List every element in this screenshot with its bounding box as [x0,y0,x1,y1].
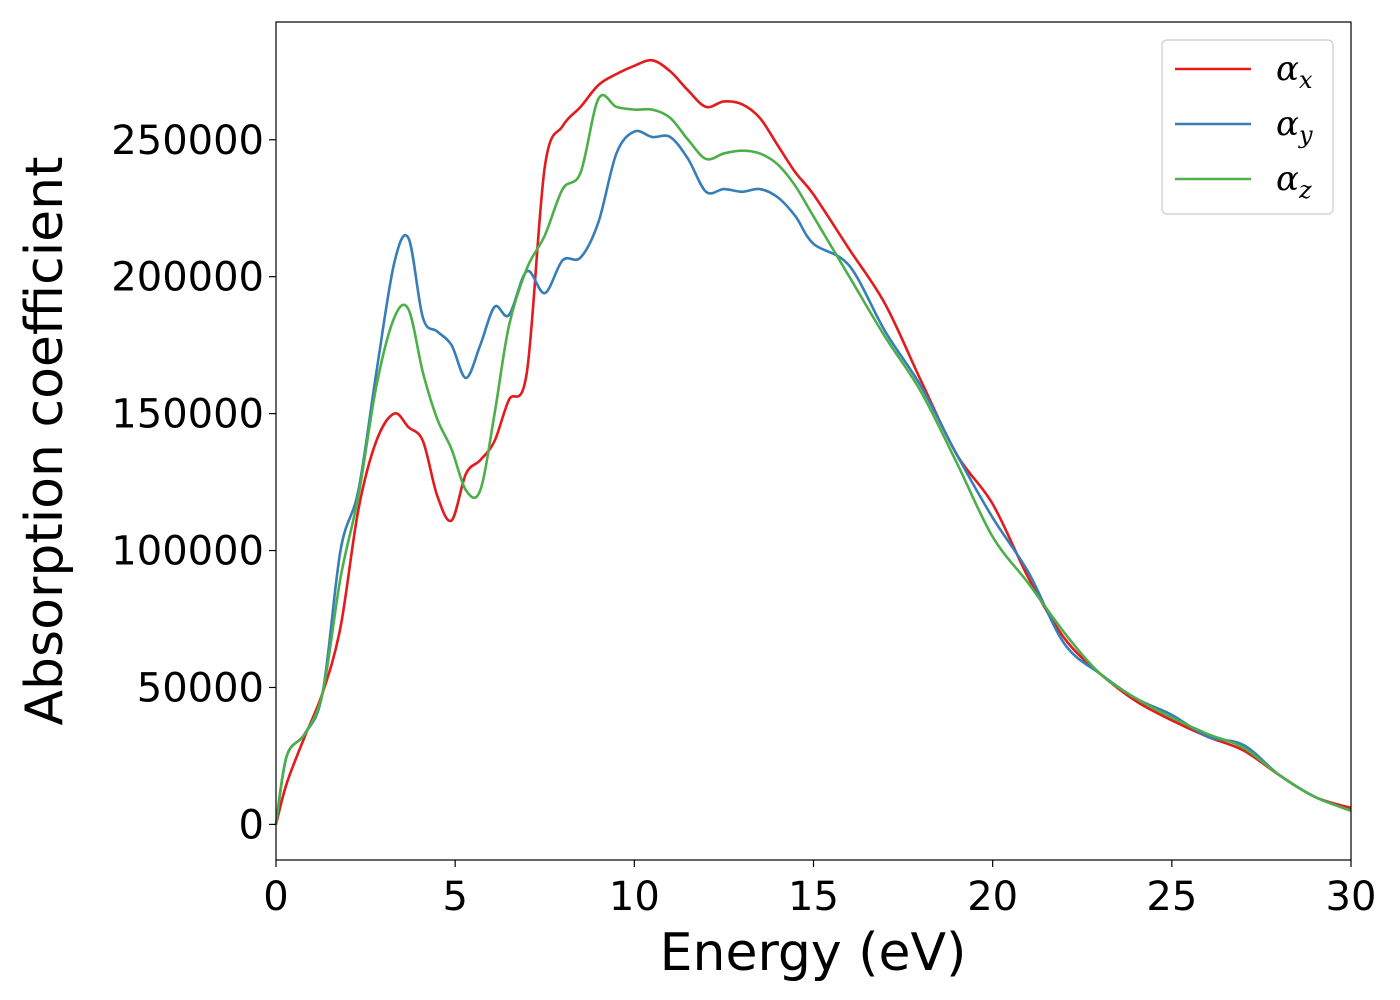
x-tick-label: 0 [263,874,288,920]
x-tick-label: 20 [967,874,1018,920]
legend-label-y: αy [1276,104,1313,149]
y-tick-label: 0 [239,802,264,848]
y-axis-label: Absorption coefficient [15,156,75,725]
legend-label-x: αx [1276,49,1313,94]
x-tick-label: 5 [442,874,467,920]
y-tick-label: 100000 [111,529,264,575]
legend-label-z: αz [1276,159,1312,204]
legend-box [1161,39,1334,215]
series-line-z [274,93,1352,825]
legend: αx αy αz [1161,39,1334,215]
x-axis: 0 5 10 15 20 25 30 [263,860,1376,920]
y-axis: 0 50000 100000 150000 200000 250000 [111,118,276,848]
x-axis-label: Energy (eV) [660,923,967,983]
series-line-x [274,58,1352,825]
series-line-y [274,129,1352,825]
y-tick-label: 250000 [111,118,264,164]
series-layer [274,58,1352,825]
x-tick-label: 30 [1326,874,1377,920]
y-tick-label: 200000 [111,255,264,301]
x-tick-label: 15 [788,874,839,920]
x-tick-label: 10 [609,874,660,920]
y-tick-label: 50000 [137,665,264,711]
x-tick-label: 25 [1146,874,1197,920]
y-tick-label: 150000 [111,392,264,438]
